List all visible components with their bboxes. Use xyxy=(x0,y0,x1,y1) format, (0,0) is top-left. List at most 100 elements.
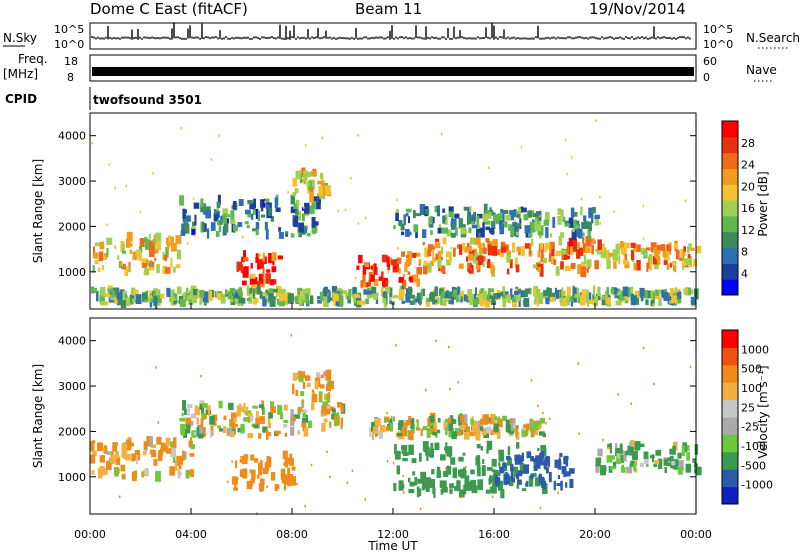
data-cell xyxy=(331,408,336,413)
data-cell xyxy=(603,466,607,472)
data-cell xyxy=(492,483,497,494)
data-cell xyxy=(693,258,698,267)
data-cell xyxy=(181,412,184,417)
data-cell xyxy=(340,417,344,428)
data-cell xyxy=(461,495,464,499)
data-cell xyxy=(564,138,567,142)
data-cell xyxy=(92,450,97,457)
data-cell xyxy=(533,299,536,305)
x-tick-label: 00:00 xyxy=(680,528,712,541)
data-cell xyxy=(558,235,562,246)
data-cell xyxy=(458,456,464,462)
data-cell xyxy=(653,246,658,258)
data-cell xyxy=(94,260,99,265)
data-cell xyxy=(448,453,451,458)
data-cell xyxy=(518,296,521,308)
data-cell xyxy=(365,298,369,305)
data-cell xyxy=(507,294,511,304)
data-cell xyxy=(339,295,344,306)
data-cell xyxy=(548,471,552,483)
data-cell xyxy=(145,246,151,250)
data-cell xyxy=(624,298,629,304)
data-cell xyxy=(540,242,544,250)
data-cell xyxy=(132,298,136,303)
data-cell xyxy=(366,290,372,299)
data-cell xyxy=(585,221,591,225)
data-cell xyxy=(550,292,556,302)
data-cell xyxy=(222,425,227,434)
data-cell xyxy=(149,260,152,269)
data-cell xyxy=(326,289,331,294)
data-cell xyxy=(438,288,444,296)
data-cell xyxy=(369,427,372,437)
data-cell xyxy=(601,297,608,306)
data-cell xyxy=(238,406,244,413)
data-cell xyxy=(419,204,426,215)
data-cell xyxy=(336,415,340,426)
data-cell xyxy=(463,206,468,211)
data-cell xyxy=(229,287,235,296)
data-cell xyxy=(561,466,567,475)
data-cell xyxy=(593,285,596,296)
data-cell xyxy=(166,287,171,298)
data-cell xyxy=(635,294,640,305)
colorbar-tick-label: 16 xyxy=(741,202,755,215)
data-cell xyxy=(183,428,188,438)
data-cell xyxy=(474,431,476,435)
data-cell xyxy=(542,411,544,415)
data-cell xyxy=(387,271,389,274)
data-cell xyxy=(396,198,398,201)
data-cell xyxy=(518,208,522,220)
data-cell xyxy=(149,436,153,447)
data-cell xyxy=(392,461,395,465)
data-cell xyxy=(440,294,443,306)
data-cell xyxy=(612,461,617,469)
data-cell xyxy=(671,295,678,303)
data-cell xyxy=(340,405,344,413)
data-cell xyxy=(253,424,259,429)
data-cell xyxy=(312,196,318,204)
data-cell xyxy=(654,460,660,465)
data-cell xyxy=(667,457,672,462)
data-cell xyxy=(668,296,672,301)
data-cell xyxy=(476,215,480,226)
data-cell xyxy=(383,293,388,303)
data-cell xyxy=(291,296,297,301)
data-cell xyxy=(277,255,283,260)
data-cell xyxy=(412,252,417,258)
data-cell xyxy=(228,402,234,410)
data-cell xyxy=(170,441,174,450)
data-cell xyxy=(491,245,498,256)
data-cell xyxy=(488,166,490,169)
data-cell xyxy=(516,246,522,252)
data-cell xyxy=(485,211,492,219)
data-cell xyxy=(516,295,521,300)
data-cell xyxy=(309,205,315,215)
data-cell xyxy=(491,458,497,467)
data-cell xyxy=(321,422,326,432)
data-cell xyxy=(485,238,490,243)
data-cell xyxy=(513,209,517,218)
data-cell xyxy=(506,268,510,275)
data-cell xyxy=(448,299,452,305)
data-cell xyxy=(502,415,507,422)
data-cell xyxy=(337,401,343,408)
data-cell xyxy=(588,207,594,219)
data-cell xyxy=(360,280,364,288)
data-cell xyxy=(422,481,429,489)
data-cell xyxy=(249,274,255,286)
data-cell xyxy=(219,428,223,432)
data-cell xyxy=(471,423,476,430)
data-cell xyxy=(469,294,474,305)
data-cell xyxy=(466,215,469,225)
data-cell xyxy=(415,227,418,239)
data-cell xyxy=(402,422,409,427)
data-cell xyxy=(336,412,340,421)
data-cell xyxy=(523,299,526,307)
data-cell xyxy=(112,442,118,446)
data-cell xyxy=(183,216,186,223)
data-cell xyxy=(476,213,483,219)
data-cell xyxy=(271,266,277,273)
data-cell xyxy=(523,213,529,221)
data-cell xyxy=(695,245,702,254)
